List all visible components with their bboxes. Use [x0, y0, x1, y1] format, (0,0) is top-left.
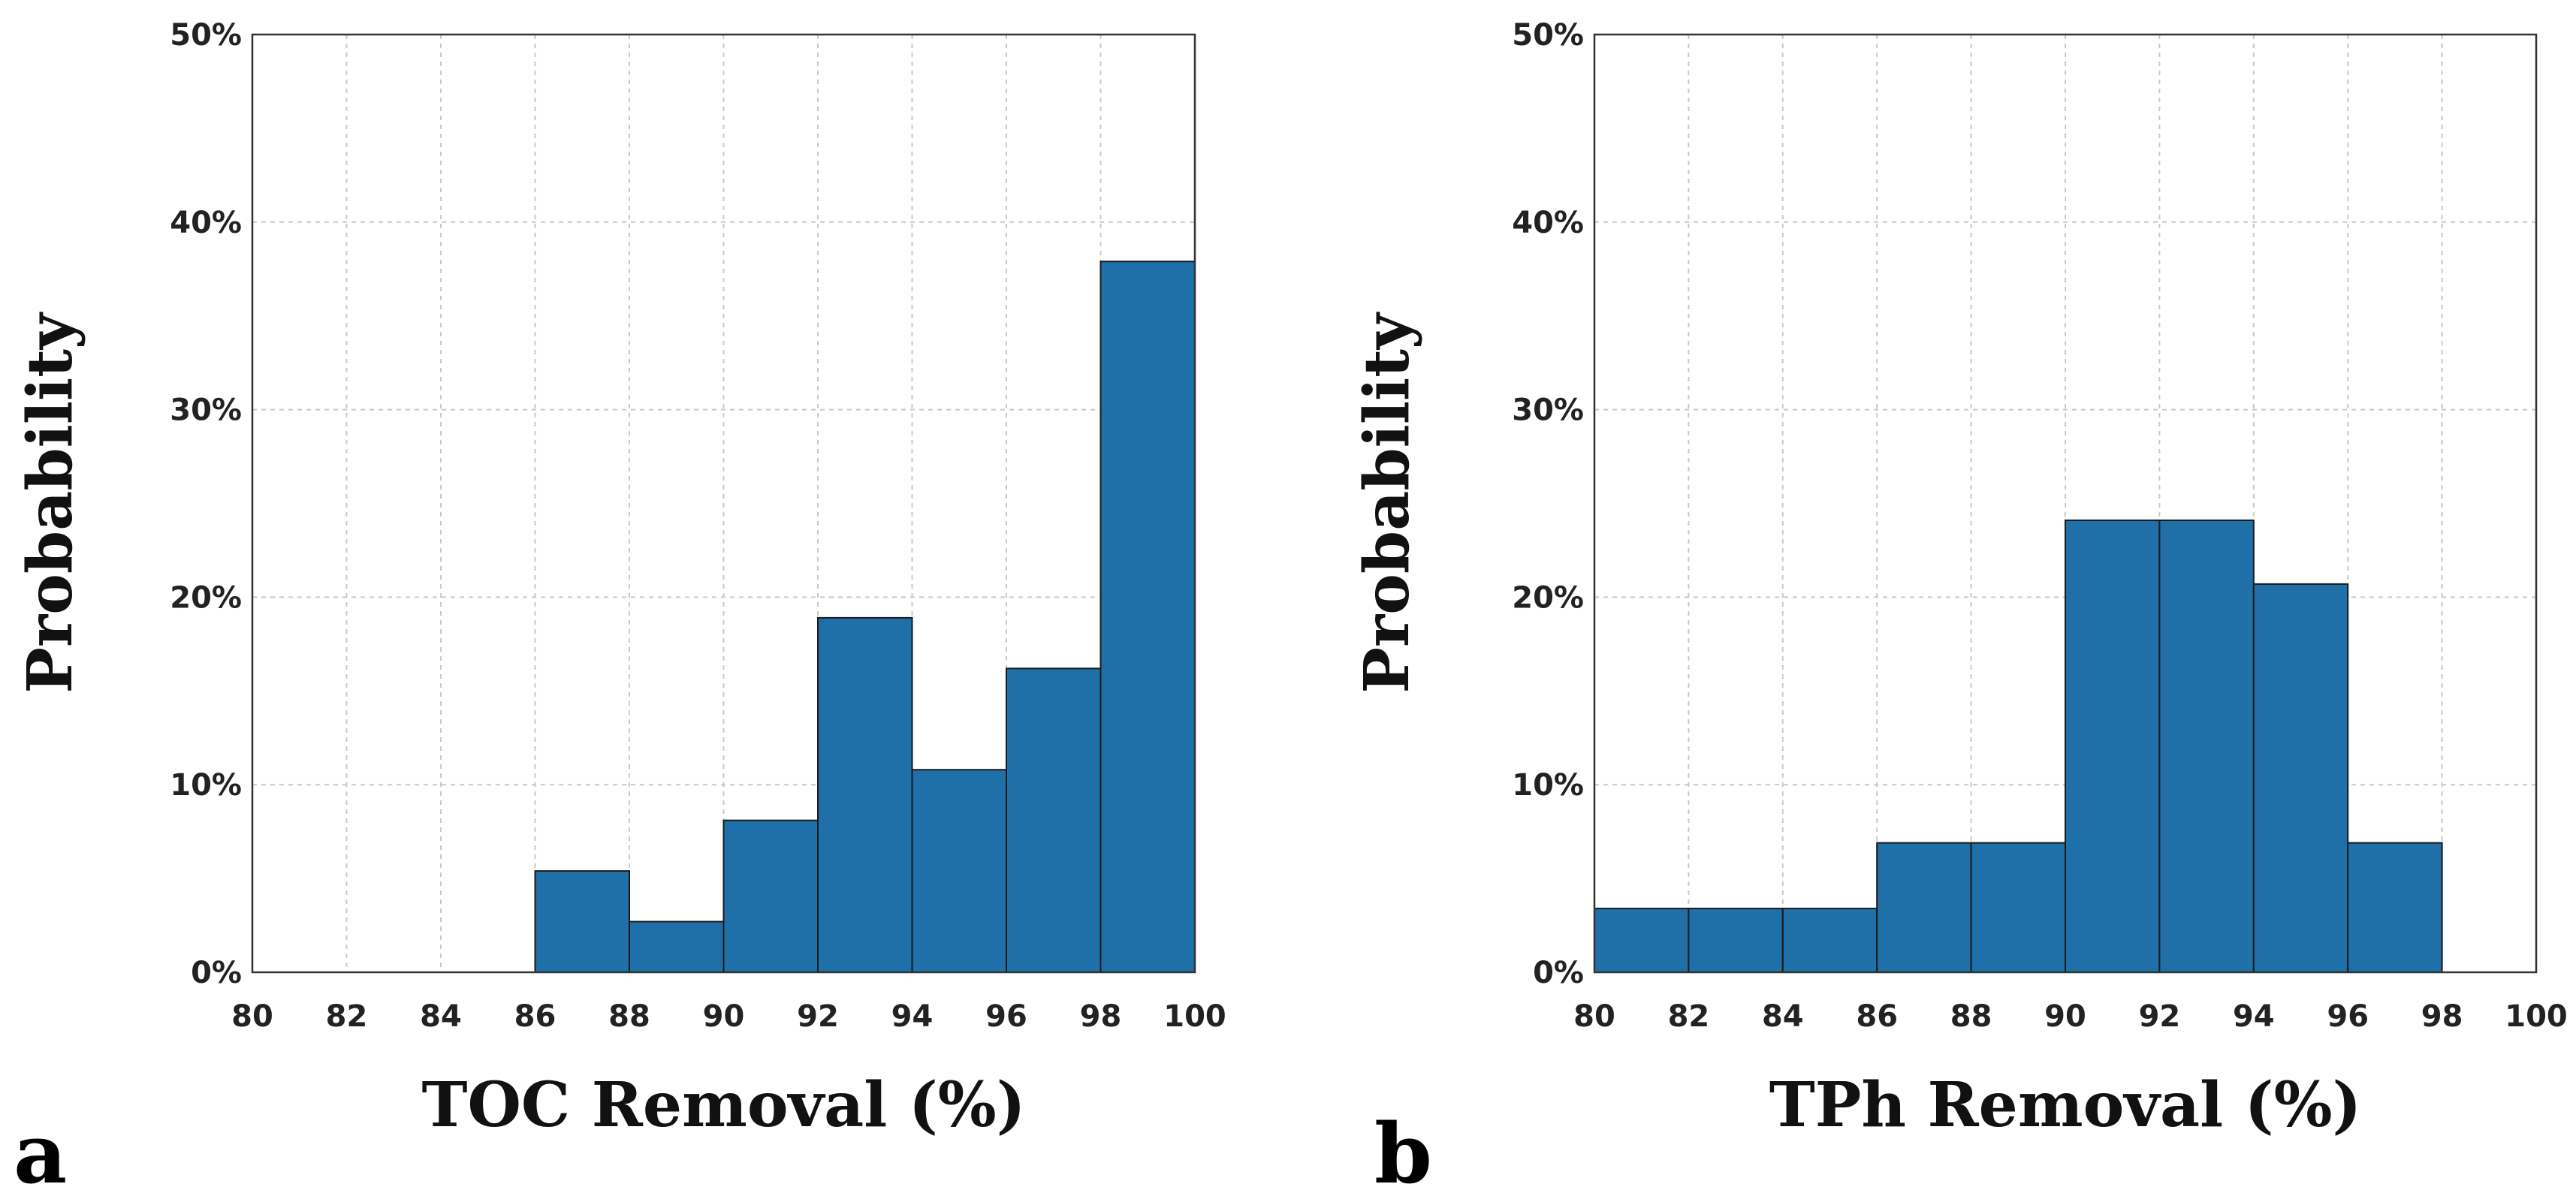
- plot-frame: [251, 33, 1196, 974]
- x-tick-label: 88: [1950, 999, 1992, 1034]
- x-tick-label: 98: [1080, 999, 1122, 1034]
- y-tick-label: 10%: [170, 768, 242, 803]
- x-tick-label: 92: [797, 999, 839, 1034]
- x-tick-label: 100: [1163, 999, 1226, 1034]
- histogram-bar: [2252, 583, 2349, 973]
- x-tick-label: 100: [2505, 999, 2568, 1034]
- histogram-bar: [1688, 908, 1784, 973]
- x-tick-label: 88: [608, 999, 650, 1034]
- histogram-bar: [2347, 842, 2443, 973]
- plot-frame: [1593, 33, 2538, 974]
- x-tick-label: 80: [1573, 999, 1615, 1034]
- histogram-bar: [911, 769, 1007, 973]
- y-tick-label: 40%: [1512, 206, 1584, 240]
- histogram-bar: [2065, 519, 2161, 973]
- histogram-panel-b: 0% 10% 20% 30% 40% 50% 80 82 84 86 88 90 92 94 96 98 100…: [1351, 18, 2568, 1187]
- x-tick-label: 96: [985, 999, 1027, 1034]
- x-tick-label: 84: [1762, 999, 1804, 1034]
- histogram-bar: [1781, 908, 1878, 973]
- histogram-bar: [722, 819, 819, 973]
- y-axis-title: Probability: [14, 312, 86, 694]
- x-tick-label: 90: [2044, 999, 2086, 1034]
- y-tick-label: 50%: [1512, 18, 1584, 53]
- histogram-bar: [1099, 261, 1196, 973]
- histogram-bar: [1876, 842, 1972, 973]
- y-tick-label: 40%: [170, 206, 242, 240]
- histogram-panel-a: 0% 10% 20% 30% 40% 50% 80 82 84 86 88 90 92 94 96 98 100…: [14, 18, 1226, 1187]
- x-tick-label: 82: [1668, 999, 1710, 1034]
- y-tick-label: 10%: [1512, 768, 1584, 803]
- histogram-bar: [534, 870, 630, 974]
- x-tick-label: 96: [2327, 999, 2369, 1034]
- x-tick-label: 98: [2421, 999, 2463, 1034]
- histogram-bar: [817, 616, 913, 973]
- x-tick-label: 92: [2139, 999, 2181, 1034]
- panel-label: a: [14, 1105, 67, 1187]
- histogram-bar: [2158, 519, 2255, 973]
- histogram-bar: [1594, 908, 1690, 973]
- x-axis-title: TOC Removal (%): [421, 1069, 1025, 1141]
- y-tick-label: 30%: [170, 393, 242, 428]
- x-tick-label: 84: [420, 999, 462, 1034]
- y-tick-label: 20%: [1512, 580, 1584, 615]
- y-tick-label: 0%: [191, 956, 242, 990]
- y-tick-label: 0%: [1533, 956, 1584, 990]
- x-tick-label: 80: [231, 999, 273, 1034]
- histogram-bar: [629, 920, 725, 973]
- histogram-bar: [1006, 667, 1102, 973]
- y-tick-label: 20%: [170, 580, 242, 615]
- x-axis-title: TPh Removal (%): [1769, 1069, 2362, 1141]
- histogram-bar: [1970, 842, 2067, 973]
- x-tick-label: 94: [891, 999, 934, 1034]
- y-axis-title: Probability: [1351, 312, 1423, 694]
- x-tick-label: 94: [2233, 999, 2275, 1034]
- y-tick-label: 50%: [170, 18, 242, 53]
- x-tick-label: 82: [326, 999, 368, 1034]
- y-tick-label: 30%: [1512, 393, 1584, 428]
- panel-label: b: [1374, 1105, 1432, 1187]
- x-tick-label: 90: [703, 999, 745, 1034]
- x-tick-label: 86: [514, 999, 557, 1034]
- x-tick-label: 86: [1856, 999, 1898, 1034]
